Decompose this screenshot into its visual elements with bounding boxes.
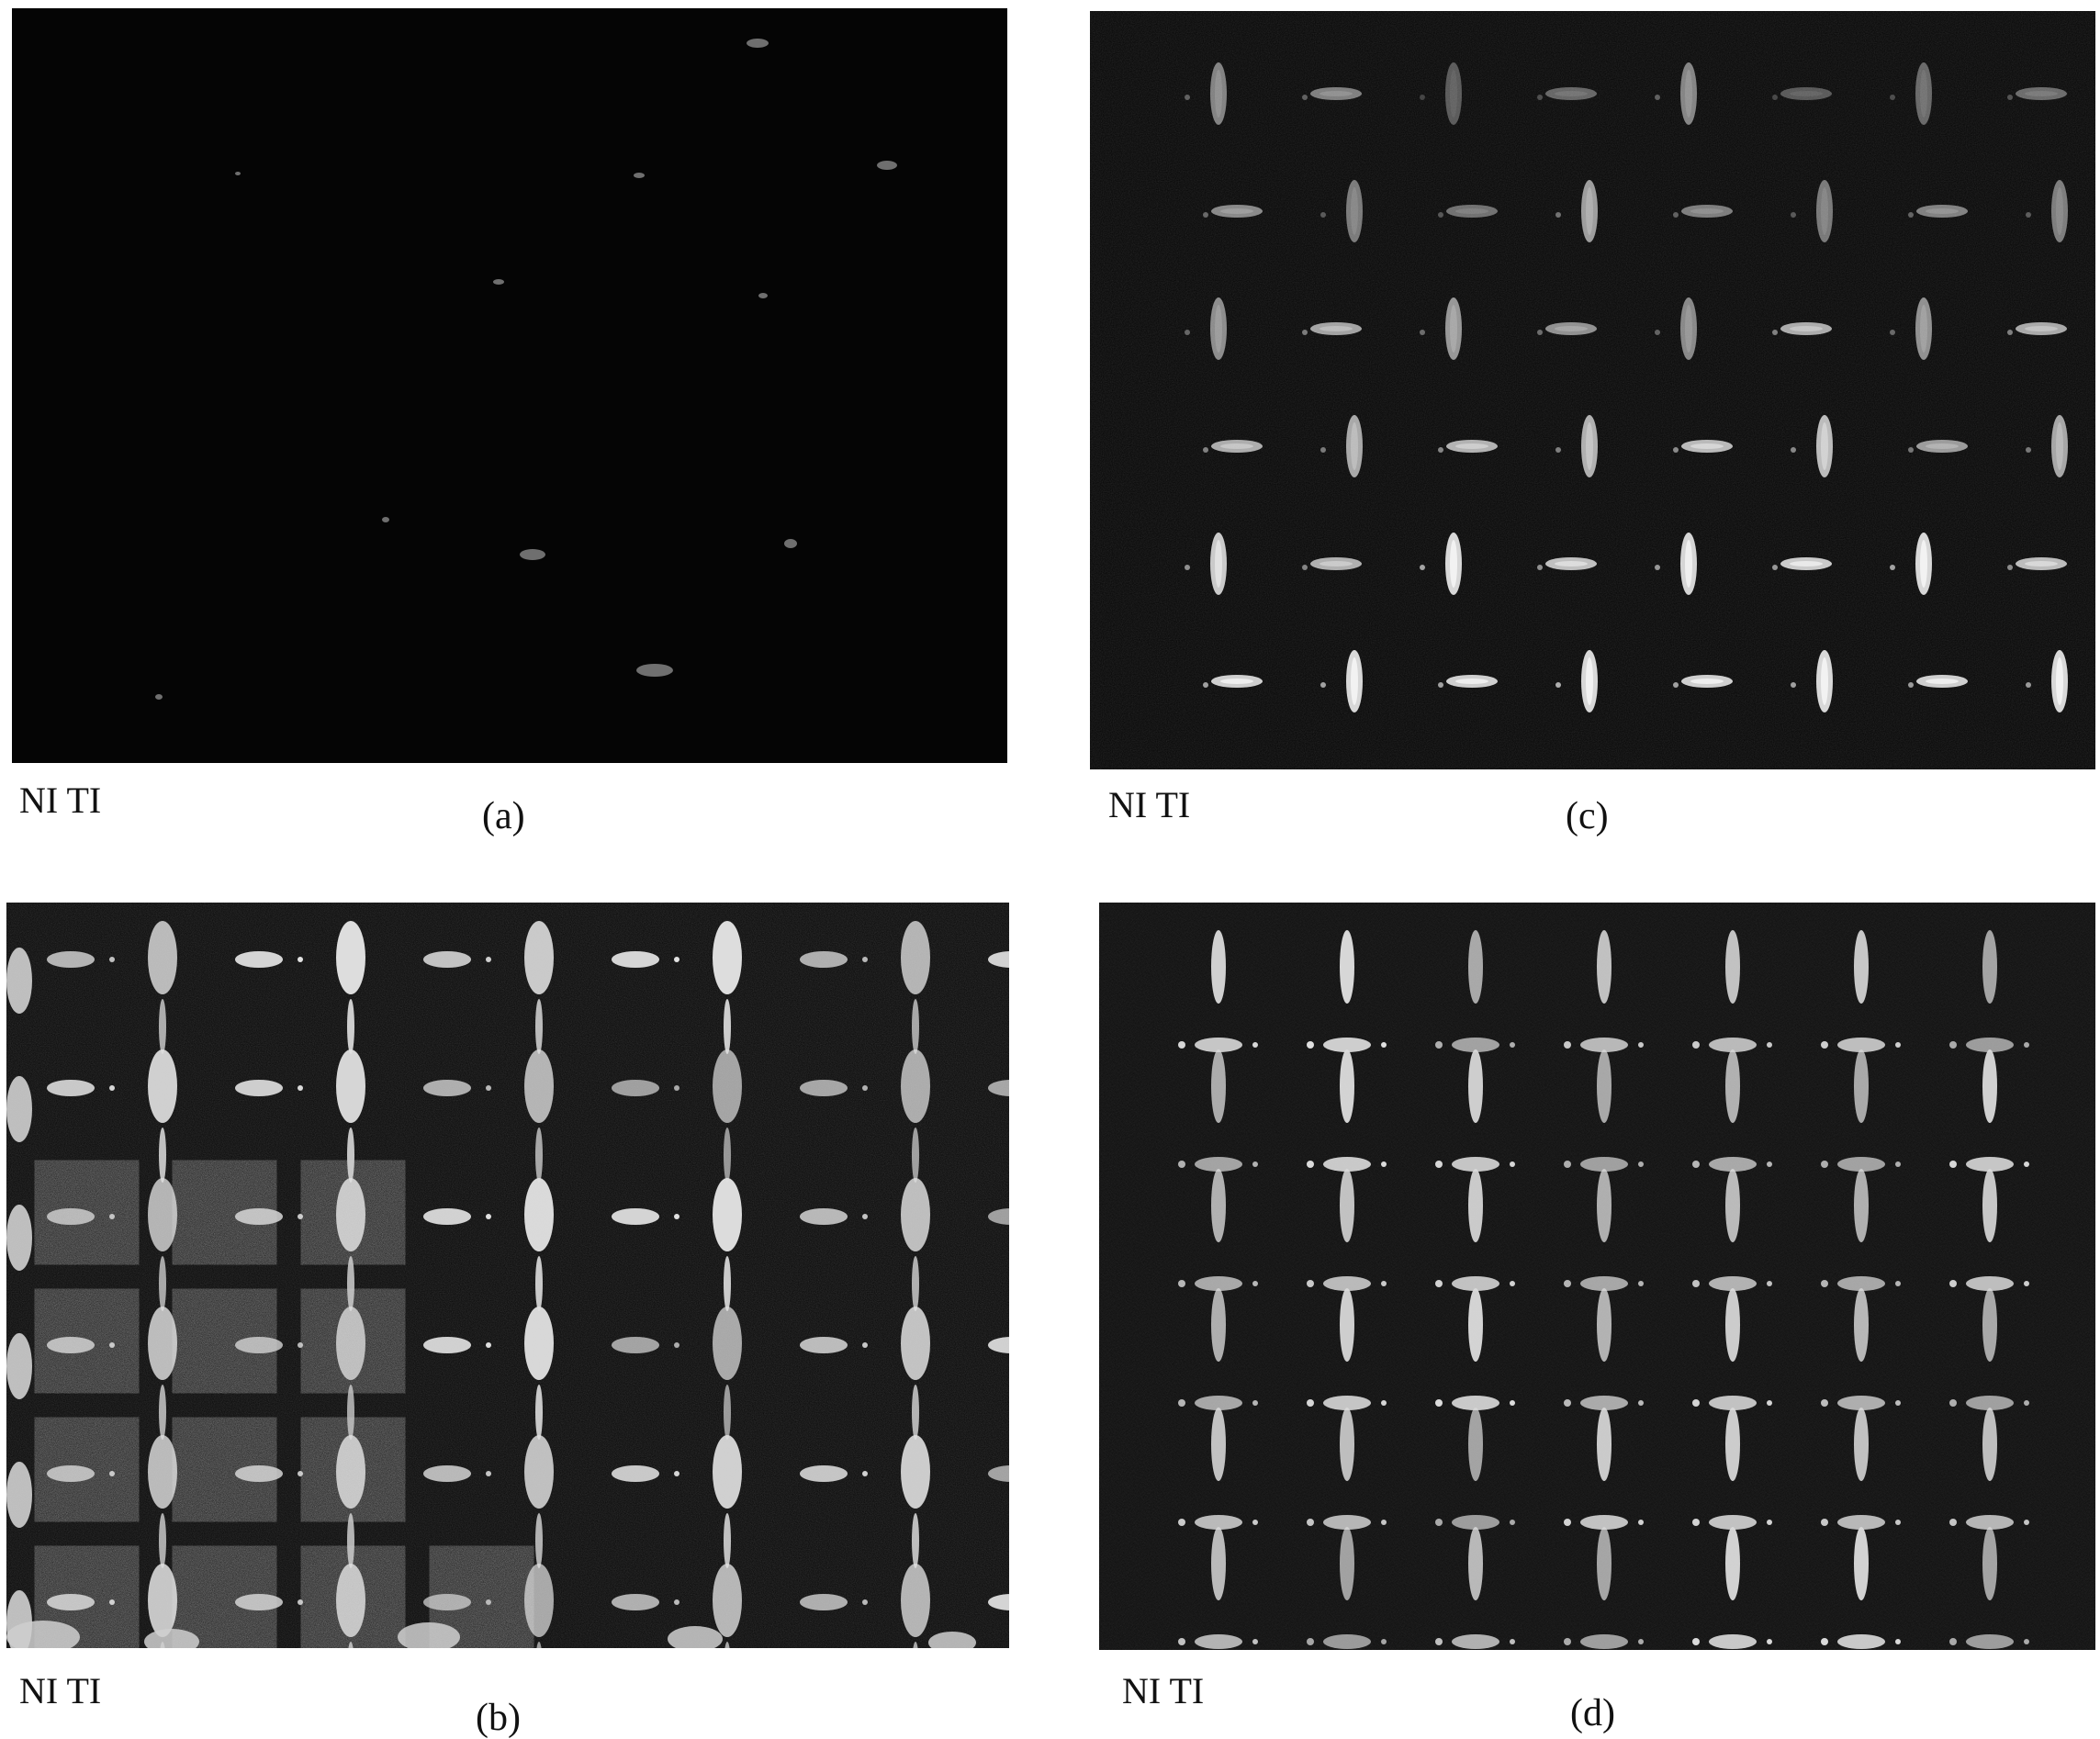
- watermark-label: NI TI: [19, 1670, 102, 1711]
- photo-a-image: [12, 8, 1007, 763]
- photo-d-image: [1099, 903, 2095, 1650]
- photo-b: [6, 903, 1009, 1648]
- panel-caption: (b): [476, 1697, 521, 1739]
- photo-a: [12, 8, 1007, 763]
- photo-d: [1099, 903, 2095, 1650]
- watermark-label: NI TI: [19, 780, 102, 821]
- panel-caption: (d): [1570, 1692, 1615, 1734]
- photo-b-image: [6, 903, 1009, 1648]
- panel-caption: (c): [1566, 795, 1609, 837]
- photo-c: [1090, 11, 2095, 769]
- photo-c-image: [1090, 11, 2095, 769]
- watermark-label: NI TI: [1122, 1670, 1205, 1711]
- watermark-label: NI TI: [1108, 784, 1191, 825]
- panel-caption: (a): [482, 795, 525, 837]
